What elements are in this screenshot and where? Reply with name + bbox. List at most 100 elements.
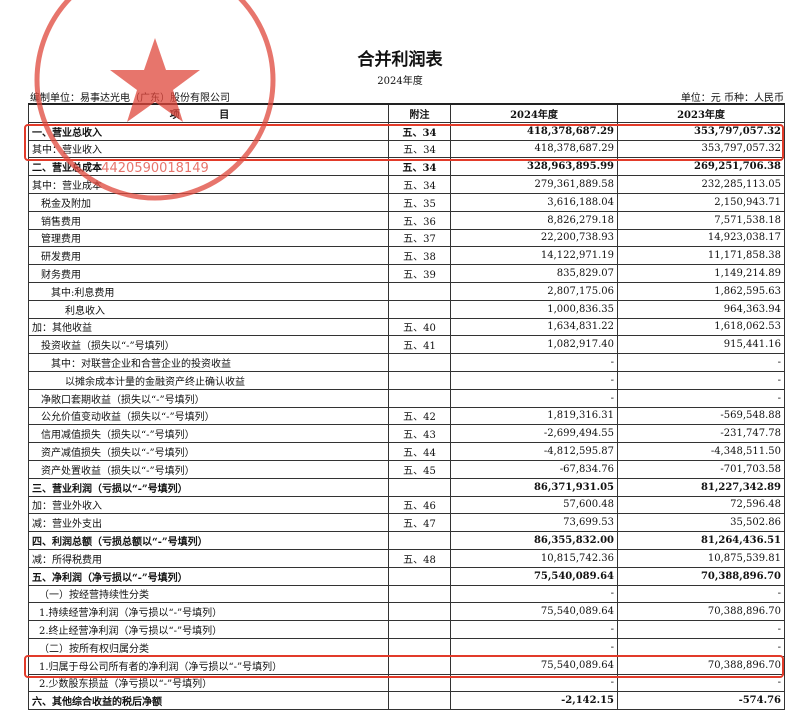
row-value-2024: -: [450, 388, 618, 408]
row-value-2024: 73,699.53: [450, 513, 618, 533]
row-label: 一、营业总收入: [28, 121, 389, 141]
table-row: 减：所得税费用 五、48 10,815,742.36 10,875,539.81: [28, 548, 785, 568]
row-value-2023: 81,264,436.51: [617, 531, 785, 550]
row-note: 五、43: [388, 424, 451, 444]
row-value-2024: -2,142.15: [450, 691, 618, 711]
row-label: 其中：营业成本: [28, 175, 389, 194]
row-value-2023: -: [617, 673, 785, 693]
row-value-2023: -: [617, 584, 785, 604]
table-row: 销售费用 五、36 8,826,279.18 7,571,538.18: [28, 210, 785, 230]
row-note: 五、37: [388, 228, 451, 248]
row-value-2023: 70,388,896.70: [617, 655, 785, 675]
row-label: 财务费用: [28, 264, 389, 283]
table-row: 2.终止经营净利润（净亏损以“-”号填列） - -: [28, 620, 785, 639]
row-value-2023: 35,502.86: [617, 513, 785, 533]
row-value-2023: 70,388,896.70: [617, 602, 785, 622]
row-value-2024: 86,371,931.05: [450, 477, 618, 497]
table-row: 投资收益（损失以“-”号填列） 五、41 1,082,917.40 915,441.1…: [28, 335, 785, 355]
header-2023: 2023年度: [617, 102, 785, 123]
row-label: 六、其他综合收益的税后净额: [28, 691, 389, 711]
row-note: 五、36: [388, 210, 451, 230]
row-note: 五、40: [388, 317, 451, 337]
table-row: 其中：营业成本 五、34 279,361,889.58 232,285,113.05: [28, 175, 785, 194]
table-row: （二）按所有权归属分类 - -: [28, 637, 785, 657]
row-value-2024: 1,082,917.40: [450, 335, 618, 355]
row-value-2023: 70,388,896.70: [617, 566, 785, 586]
header-2024: 2024年度: [450, 102, 618, 123]
row-label: 2.终止经营净利润（净亏损以“-”号填列）: [28, 620, 389, 639]
row-value-2024: 835,829.07: [450, 264, 618, 283]
row-value-2024: -: [450, 370, 618, 390]
row-label: 1.归属于母公司所有者的净利润（净亏损以“-”号填列）: [28, 655, 389, 675]
row-value-2024: -: [450, 584, 618, 604]
row-value-2023: -231,747.78: [617, 424, 785, 444]
table-row: 资产处置收益（损失以“-”号填列） 五、45 -67,834.76 -701,703.…: [28, 459, 785, 479]
income-statement-table: 项 目 附注 2024年度 2023年度 一、营业总收入 五、34 418,378,…: [28, 102, 785, 711]
row-value-2023: 81,227,342.89: [617, 477, 785, 497]
page-title: 合并利润表: [357, 50, 443, 70]
row-value-2024: -2,699,494.55: [450, 424, 618, 444]
row-label: 资产减值损失（损失以“-”号填列）: [28, 442, 389, 461]
row-value-2024: 3,616,188.04: [450, 192, 618, 212]
table-row: 六、其他综合收益的税后净额 -2,142.15 -574.76: [28, 691, 785, 711]
row-value-2024: 75,540,089.64: [450, 655, 618, 675]
row-value-2024: 14,122,971.19: [450, 246, 618, 266]
row-label: 加：营业外收入: [28, 495, 389, 515]
row-value-2024: 10,815,742.36: [450, 548, 618, 568]
row-value-2023: 14,923,038.17: [617, 228, 785, 248]
table-row: 资产减值损失（损失以“-”号填列） 五、44 -4,812,595.87 -4,348…: [28, 442, 785, 461]
row-label: 净敞口套期收益（损失以“-”号填列）: [28, 388, 389, 408]
row-label: 信用减值损失（损失以“-”号填列）: [28, 424, 389, 444]
table-header: 项 目 附注 2024年度 2023年度: [28, 102, 785, 123]
row-note: [388, 281, 451, 301]
row-label: 销售费用: [28, 210, 389, 230]
table-row: 四、利润总额（亏损总额以“-”号填列） 86,355,832.00 81,264,4…: [28, 531, 785, 550]
row-value-2023: 2,150,943.71: [617, 192, 785, 212]
row-value-2023: 353,797,057.32: [617, 139, 785, 159]
row-label: 五、净利润（净亏损以“-”号填列）: [28, 566, 389, 586]
row-label: （二）按所有权归属分类: [28, 637, 389, 657]
table-row: 管理费用 五、37 22,200,738.93 14,923,038.17: [28, 228, 785, 248]
table-row: 财务费用 五、39 835,829.07 1,149,214.89: [28, 264, 785, 283]
row-value-2023: -: [617, 353, 785, 372]
row-value-2023: -: [617, 370, 785, 390]
row-label: 其中：对联营企业和合营企业的投资收益: [28, 353, 389, 372]
row-value-2024: 1,000,836.35: [450, 299, 618, 319]
row-note: 五、34: [388, 175, 451, 194]
row-label: （一）按经营持续性分类: [28, 584, 389, 604]
row-note: [388, 691, 451, 711]
row-note: 五、34: [388, 121, 451, 141]
table-row: 五、净利润（净亏损以“-”号填列） 75,540,089.64 70,388,896…: [28, 566, 785, 586]
row-value-2023: 964,363.94: [617, 299, 785, 319]
row-note: 五、34: [388, 139, 451, 159]
row-note: 五、42: [388, 406, 451, 426]
row-label: 减：营业外支出: [28, 513, 389, 533]
row-note: 五、45: [388, 459, 451, 479]
table-row: 二、营业总成本 五、34 328,963,895.99 269,251,706.38: [28, 157, 785, 177]
row-label: 利息收入: [28, 299, 389, 319]
preparer: 编制单位：易事达光电（广东）股份有限公司: [30, 93, 230, 104]
table-row: 其中：营业收入 五、34 418,378,687.29 353,797,057.32: [28, 139, 785, 159]
row-note: [388, 566, 451, 586]
row-value-2023: -: [617, 620, 785, 639]
table-row: 1.归属于母公司所有者的净利润（净亏损以“-”号填列） 75,540,089.64…: [28, 655, 785, 675]
header-item: 项 目: [28, 102, 389, 123]
table-row: 净敞口套期收益（损失以“-”号填列） - -: [28, 388, 785, 408]
row-value-2023: 1,862,595.63: [617, 281, 785, 301]
row-value-2024: 328,963,895.99: [450, 157, 618, 177]
row-value-2023: 10,875,539.81: [617, 548, 785, 568]
row-value-2024: 1,819,316.31: [450, 406, 618, 426]
row-label: 加：其他收益: [28, 317, 389, 337]
row-value-2024: 8,826,279.18: [450, 210, 618, 230]
table-row: 其中：对联营企业和合营企业的投资收益 - -: [28, 353, 785, 372]
row-note: [388, 620, 451, 639]
row-value-2023: -: [617, 637, 785, 657]
row-value-2024: 75,540,089.64: [450, 602, 618, 622]
row-label: 三、营业利润（亏损以“-”号填列）: [28, 477, 389, 497]
row-note: [388, 353, 451, 372]
row-label: 其中：营业收入: [28, 139, 389, 159]
row-note: 五、46: [388, 495, 451, 515]
row-label: 公允价值变动收益（损失以“-”号填列）: [28, 406, 389, 426]
row-value-2023: -574.76: [617, 691, 785, 711]
row-value-2023: 1,149,214.89: [617, 264, 785, 283]
